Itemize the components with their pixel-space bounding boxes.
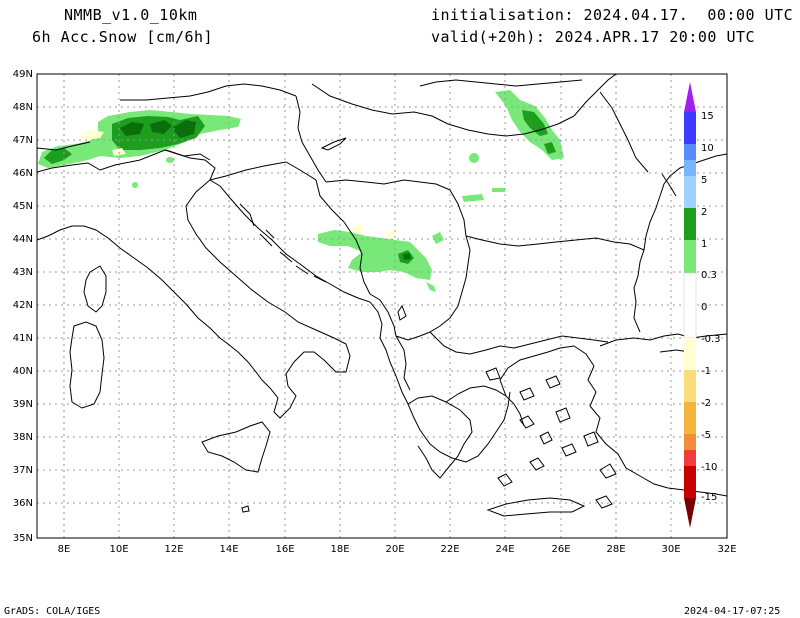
color-legend: 15 10 5 2 1 0.3 0 -0.3 -1 -2 -5 -10 -15 bbox=[683, 82, 721, 528]
map-frame bbox=[36, 73, 728, 539]
lon-label: 16E bbox=[275, 544, 294, 555]
legend-swatch bbox=[684, 370, 696, 402]
legend-swatch bbox=[684, 434, 696, 450]
legend-swatch bbox=[684, 402, 696, 434]
legend-swatch bbox=[684, 144, 696, 160]
lat-label: 40N bbox=[13, 366, 33, 377]
coast-crete bbox=[486, 497, 586, 517]
snow-alps-heavy2 bbox=[150, 120, 172, 134]
snow-balkans-light bbox=[318, 230, 432, 280]
lon-label: 30E bbox=[661, 544, 680, 555]
snowfall-shading bbox=[38, 90, 564, 292]
snow-balkans-trace2 bbox=[386, 230, 396, 238]
lat-label: 45N bbox=[13, 201, 33, 212]
legend-label: 5 bbox=[701, 175, 707, 186]
legend-label: -1 bbox=[701, 366, 711, 377]
lat-label: 48N bbox=[13, 102, 33, 113]
lat-label: 47N bbox=[13, 135, 33, 146]
legend-label: 1 bbox=[701, 239, 707, 250]
legend-swatch bbox=[684, 208, 696, 240]
legend-swatch bbox=[684, 450, 696, 466]
lon-axis-labels: 8E 10E 12E 14E 16E 18E 20E 22E 24E 26E 2… bbox=[58, 544, 737, 555]
lon-label: 32E bbox=[717, 544, 736, 555]
credit-text: GrADS: COLA/IGES bbox=[4, 606, 101, 617]
coast-italy bbox=[37, 149, 351, 419]
valid-time: valid(+20h): 2024.APR.17 20:00 UTC bbox=[431, 28, 756, 46]
legend-swatch bbox=[684, 240, 696, 273]
snow-alps-heavy3 bbox=[172, 120, 196, 138]
coast-sicily bbox=[201, 421, 271, 473]
coast-greece bbox=[407, 395, 473, 479]
lon-label: 26E bbox=[551, 544, 570, 555]
field-title: 6h Acc.Snow [cm/6h] bbox=[32, 28, 214, 46]
legend-label: 2 bbox=[701, 207, 707, 218]
lon-label: 18E bbox=[330, 544, 349, 555]
coast-sardinia bbox=[69, 321, 105, 409]
coastlines-borders bbox=[37, 74, 727, 517]
snow-alps-heavy bbox=[120, 122, 144, 136]
legend-label: -2 bbox=[701, 398, 711, 409]
snow-balkans-trace bbox=[350, 224, 364, 234]
lat-axis-labels: 49N 48N 47N 46N 45N 44N 43N 42N 41N 40N … bbox=[13, 69, 33, 544]
legend-swatch bbox=[683, 272, 697, 339]
legend-swatch bbox=[684, 338, 696, 370]
legend-arrow-top bbox=[684, 82, 696, 112]
lat-label: 42N bbox=[13, 300, 33, 311]
legend-swatch bbox=[684, 112, 696, 144]
legend-label: -10 bbox=[701, 462, 717, 473]
lat-label: 46N bbox=[13, 168, 33, 179]
legend-label: -0.3 bbox=[701, 334, 721, 345]
lon-label: 8E bbox=[58, 544, 71, 555]
snow-trace-west bbox=[78, 130, 104, 140]
lat-label: 37N bbox=[13, 465, 33, 476]
lat-label: 35N bbox=[13, 533, 33, 544]
legend-label: 0.3 bbox=[701, 270, 717, 281]
legend-label: -15 bbox=[701, 492, 717, 503]
lat-label: 43N bbox=[13, 267, 33, 278]
coast-corsica bbox=[83, 265, 107, 313]
lon-label: 28E bbox=[606, 544, 625, 555]
timestamp-text: 2024-04-17-07:25 bbox=[684, 606, 781, 617]
lon-label: 14E bbox=[219, 544, 238, 555]
lon-label: 12E bbox=[164, 544, 183, 555]
lon-label: 10E bbox=[109, 544, 128, 555]
legend-swatch bbox=[684, 160, 696, 176]
lon-label: 20E bbox=[385, 544, 404, 555]
lat-label: 38N bbox=[13, 432, 33, 443]
model-title: NMMB_v1.0_10km bbox=[64, 6, 198, 24]
lat-label: 49N bbox=[13, 69, 33, 80]
legend-label: 0 bbox=[701, 302, 707, 313]
snow-carpathians-medium2 bbox=[544, 142, 556, 154]
coast-adriatic-east bbox=[209, 179, 511, 463]
lat-label: 36N bbox=[13, 498, 33, 509]
lat-label: 39N bbox=[13, 399, 33, 410]
legend-label: 10 bbox=[701, 143, 714, 154]
snow-alps-medium-west bbox=[44, 148, 72, 164]
lat-label: 41N bbox=[13, 333, 33, 344]
lat-label: 44N bbox=[13, 234, 33, 245]
legend-label: 15 bbox=[701, 111, 714, 122]
legend-swatch bbox=[684, 466, 696, 498]
lon-label: 24E bbox=[495, 544, 514, 555]
init-time: initialisation: 2024.04.17. 00:00 UTC bbox=[431, 6, 794, 24]
legend-label: -5 bbox=[701, 430, 711, 441]
legend-swatch bbox=[684, 176, 696, 208]
lon-label: 22E bbox=[440, 544, 459, 555]
legend-arrow-bottom bbox=[684, 498, 696, 528]
snow-balkans-heavy bbox=[403, 253, 411, 260]
